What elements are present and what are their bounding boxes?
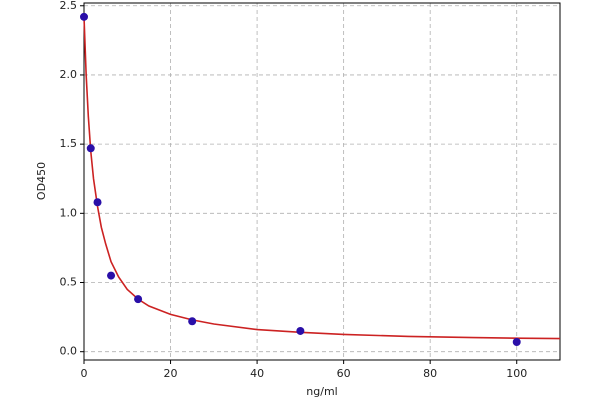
data-point [512,338,521,347]
y-axis-label: OD450 [35,162,48,200]
x-tick-label: 80 [423,367,437,380]
y-tick-label: 0.5 [60,276,78,289]
data-point [296,326,305,335]
data-point [134,295,143,304]
y-tick-label: 1.0 [60,206,78,219]
y-tick-label: 2.0 [60,68,78,81]
data-point [80,12,88,21]
x-tick-label: 60 [337,367,351,380]
y-tick-label: 0.0 [60,345,78,358]
x-axis-label: ng/ml [306,385,337,398]
plot-frame [83,2,561,361]
y-tick-label: 2.5 [60,0,78,12]
x-tick-label: 40 [250,367,264,380]
data-point [107,271,116,280]
x-tick-label: 20 [164,367,178,380]
x-tick-label: 0 [81,367,88,380]
y-tick-label: 1.5 [60,137,78,150]
x-tick-label: 100 [506,367,527,380]
data-point [93,198,102,207]
data-point [86,144,95,153]
data-point [188,317,197,326]
